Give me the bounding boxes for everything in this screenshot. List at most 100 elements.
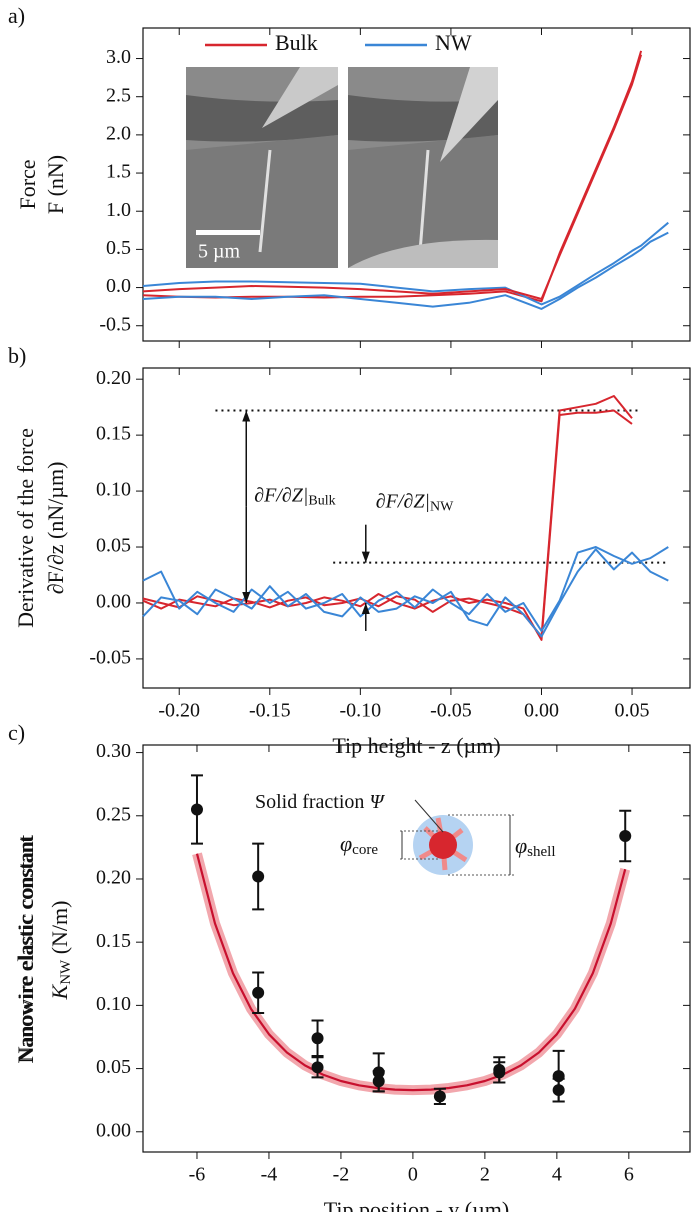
annotation-sub: NW: [430, 500, 454, 515]
y-label: Nanowire elastic constant: [13, 836, 38, 1063]
annotation-text: ∂F/∂Z|: [376, 490, 430, 512]
y-tick-label: 0.10: [96, 479, 131, 501]
y-tick-label: 1.5: [106, 161, 131, 183]
data-point: [252, 870, 265, 883]
inset-text: Solid fraction: [255, 791, 364, 813]
y-tick-label: 2.0: [106, 122, 131, 144]
y-tick-label: 0.20: [96, 867, 131, 889]
y-tick-label: 0.05: [96, 535, 131, 557]
panel: b)Derivative of the force ∂F/∂z (nN/µm)Ti…: [8, 343, 691, 758]
x-label: Tip position - y (µm): [324, 1197, 509, 1212]
x-tick-label: -0.05: [430, 700, 472, 722]
y-tick-label: 0.10: [96, 993, 131, 1015]
data-point: [311, 1061, 324, 1074]
y-tick-label: 0.00: [96, 591, 131, 613]
plot-frame: [142, 744, 691, 1153]
dimension-lines: [401, 815, 511, 875]
panel: a) Force F (nN) -0.5 0.0 0.5 1.0 1.5 2.0 2.5 3.0 Bu…: [8, 3, 691, 348]
series-line: [142, 231, 669, 310]
series-line: [142, 548, 669, 638]
sem-substrate: [186, 95, 338, 142]
x-tick-label: 0: [408, 1164, 418, 1186]
series-line: [142, 54, 643, 300]
y-tick-label: 0.15: [96, 930, 131, 952]
shell-sub: shell: [527, 844, 555, 860]
annotation-sub: Bulk: [308, 494, 335, 509]
legend-label: Bulk: [275, 30, 318, 55]
y-tick-label: 3.0: [106, 46, 131, 68]
panel-label: c): [8, 720, 25, 745]
y-label: Force: [15, 159, 40, 209]
arrow-head: [361, 551, 370, 563]
data-point: [252, 986, 265, 999]
legend-label: NW: [435, 30, 472, 55]
core-label: φcore: [340, 831, 378, 858]
data-point: [433, 1090, 446, 1103]
shell-symbol: φ: [515, 833, 527, 858]
y-tick-label: 0.20: [96, 367, 131, 389]
core-symbol: φ: [340, 831, 352, 856]
y-tick-label: 0.25: [96, 803, 131, 825]
x-tick-label: -4: [261, 1164, 278, 1186]
y-tick-label: 1.0: [106, 199, 131, 221]
scale-bar-label: 5 µm: [198, 241, 241, 263]
y-tick-label: -0.05: [89, 647, 131, 669]
x-tick-label: 6: [624, 1164, 634, 1186]
dimension-guides: [400, 814, 515, 876]
series-line: [142, 409, 633, 641]
sem-nanowire: [418, 149, 430, 253]
core-sub: core: [352, 842, 378, 858]
y-label: F (nN): [43, 155, 68, 214]
sem-nanowire: [258, 149, 272, 253]
y-label: ∂F/∂z (nN/µm): [43, 462, 68, 595]
annotation-text: ∂F/∂Z|: [254, 484, 308, 506]
x-tick-label: 4: [552, 1164, 562, 1186]
plot-frame: [142, 27, 691, 342]
series-line: [142, 546, 669, 632]
panel-label: a): [8, 3, 25, 28]
y-tick-label: 0.5: [106, 237, 131, 259]
y-tick-label: 0.15: [96, 423, 131, 445]
plot-frame: [142, 367, 691, 689]
panel: c) Nanowire elastic constant Tip position …: [8, 720, 691, 1212]
x-tick-label: -0.15: [249, 700, 291, 722]
inset-text: Solid fraction Ψ: [255, 791, 385, 813]
x-tick-label: 0.05: [615, 700, 650, 722]
fit-line: [195, 853, 627, 1092]
annotation: ∂F/∂Z|NW: [376, 490, 454, 515]
data-point: [190, 803, 203, 816]
y-label: Derivative of the force: [13, 428, 38, 628]
x-tick-label: 0.00: [524, 700, 559, 722]
y-label: Nanowire elastic constant: [13, 835, 38, 1062]
arrow-head: [242, 591, 251, 603]
inset-symbol: Ψ: [369, 791, 385, 813]
sem-inset: 5 µm: [186, 67, 498, 268]
x-tick-label: -0.10: [340, 700, 382, 722]
shell-label: φshell: [515, 833, 556, 860]
pointer: [414, 799, 444, 833]
y-label-symbol: K: [47, 983, 72, 1000]
x-tick-label: -6: [189, 1164, 206, 1186]
panel-label: b): [8, 343, 26, 368]
sem-tip: [440, 67, 498, 162]
annotation: ∂F/∂Z|Bulk: [254, 484, 335, 509]
core-circle: [429, 831, 457, 859]
data-point: [372, 1075, 385, 1088]
y-tick-label: 0.00: [96, 1119, 131, 1141]
y-tick-label: 0.05: [96, 1056, 131, 1078]
y-label-sub: NW: [58, 959, 74, 985]
y-tick-label: -0.5: [99, 313, 131, 335]
arrow-head: [242, 410, 251, 422]
data-point: [619, 830, 632, 843]
x-tick-label: -0.20: [158, 700, 200, 722]
x-tick-label: -2: [333, 1164, 350, 1186]
y-tick-label: 0.0: [106, 275, 131, 297]
data-point: [493, 1066, 506, 1079]
y-label-unit: (N/m): [47, 901, 72, 960]
series-line: [142, 221, 669, 306]
scale-bar: [196, 230, 260, 235]
y-tick-label: 0.30: [96, 740, 131, 762]
y-label: KNW (N/m): [47, 901, 74, 1001]
arrow-head: [361, 602, 370, 614]
